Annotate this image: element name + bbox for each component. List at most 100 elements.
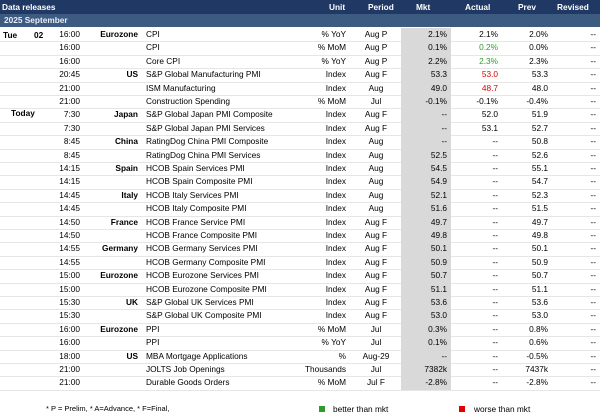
- table-row: 14:50 France HCOB France Service PMI Index A…: [0, 215, 600, 230]
- table-row: 21:00 Construction Spending % MoM Jul -0.1% -…: [0, 95, 600, 110]
- cell-unit: % YoY: [321, 29, 346, 39]
- cell-prev: 52.3: [531, 189, 548, 200]
- cell-mkt: 54.9: [430, 176, 447, 187]
- cell-event: HCOB Eurozone Services PMI: [146, 270, 259, 281]
- cell-mkt: 53.6: [430, 297, 447, 307]
- cell-period: Aug: [368, 189, 384, 200]
- legend: * P = Prelim, * A=Advance, * F=Final, be…: [0, 402, 600, 416]
- cell-event: S&P Global Japan PMI Services: [146, 122, 265, 133]
- cell-period: Aug F: [364, 69, 388, 80]
- cell-actual: 2.1%: [479, 29, 498, 39]
- cell-actual: 0.2%: [479, 42, 498, 53]
- cell-period: Aug F: [364, 256, 388, 267]
- cell-mkt: -2.8%: [425, 377, 447, 388]
- cell-event: S&P Global UK Services PMI: [146, 297, 254, 307]
- cell-revised: --: [590, 82, 596, 93]
- cell-region: UK: [126, 297, 138, 307]
- cell-revised: --: [590, 230, 596, 240]
- month-label: 2025 September: [4, 15, 68, 25]
- cell-time: 16:00: [59, 323, 80, 334]
- cell-revised: --: [590, 216, 596, 227]
- cell-actual: --: [492, 297, 498, 307]
- cell-unit: % MoM: [317, 96, 346, 106]
- table-row: 16:00 Eurozone CPI % YoY Aug P 2.1% 2.1% 2.0% --: [0, 28, 600, 43]
- cell-prev: 54.7: [531, 176, 548, 187]
- cell-mkt: 51.6: [430, 203, 447, 214]
- cell-mkt: 2.2%: [428, 55, 447, 66]
- cell-event: CPI: [146, 29, 160, 39]
- cell-time: 15:30: [59, 297, 80, 307]
- legend-better: better than mkt: [333, 404, 389, 414]
- cell-region: Eurozone: [100, 323, 138, 334]
- mkt-cell-shade: [401, 376, 451, 390]
- cell-actual: 53.1: [481, 122, 498, 133]
- mkt-cell-shade: [401, 242, 451, 256]
- cell-time: 14:15: [59, 163, 80, 173]
- mkt-cell-shade: [401, 282, 451, 296]
- cell-prev: 53.0: [531, 310, 548, 321]
- cell-event: Core CPI: [146, 55, 181, 66]
- cell-actual: 2.3%: [479, 55, 498, 66]
- cell-time: 14:50: [59, 230, 80, 240]
- table-row: 14:45 Italy HCOB Italy Services PMI Index Au…: [0, 188, 600, 204]
- header-prev: Prev: [518, 2, 536, 12]
- cell-mkt: 50.1: [430, 243, 447, 254]
- cell-time: 14:45: [59, 203, 80, 214]
- table-row: 21:00 JOLTS Job Openings Thousands Jul 7382k…: [0, 363, 600, 378]
- cell-mkt: 54.5: [430, 163, 447, 173]
- cell-unit: Index: [325, 69, 346, 80]
- table-row: 16:00 PPI % YoY Jul 0.1% -- 0.6% --: [0, 336, 600, 351]
- cell-actual: --: [492, 203, 498, 214]
- better-swatch-icon: [319, 406, 325, 412]
- cell-prev: 0.8%: [529, 323, 548, 334]
- cell-mkt: --: [441, 136, 447, 147]
- cell-revised: --: [590, 350, 596, 361]
- table-row: 14:55 Germany HCOB Germany Services PMI Ind…: [0, 242, 600, 257]
- cell-time: 14:50: [59, 216, 80, 227]
- cell-actual: --: [492, 283, 498, 294]
- cell-unit: Index: [325, 189, 346, 200]
- cell-unit: Index: [325, 243, 346, 254]
- table-row: 8:45 RatingDog China PMI Services Index Aug…: [0, 148, 600, 163]
- mkt-cell-shade: [401, 95, 451, 109]
- cell-time: 15:00: [59, 283, 80, 294]
- cell-event: CPI: [146, 42, 160, 53]
- cell-unit: Index: [325, 230, 346, 240]
- cell-event: S&P Global Manufacturing PMI: [146, 69, 261, 80]
- cell-time: 21:00: [59, 377, 80, 388]
- cell-period: Jul: [370, 323, 382, 334]
- cell-prev: 2.3%: [529, 55, 548, 66]
- mkt-cell-shade: [401, 68, 451, 82]
- cell-revised: --: [590, 364, 596, 374]
- cell-mkt: 7382k: [424, 364, 447, 374]
- header-unit: Unit: [329, 2, 346, 12]
- cell-event: S&P Global UK Composite PMI: [146, 310, 262, 321]
- cell-unit: Index: [325, 297, 346, 307]
- cell-unit: % YoY: [321, 55, 346, 66]
- cell-period: Aug F: [364, 216, 388, 227]
- cell-revised: --: [590, 189, 596, 200]
- cell-region: Japan: [114, 109, 138, 120]
- cell-event: HCOB Germany Composite PMI: [146, 256, 266, 267]
- mkt-cell-shade: [401, 322, 451, 337]
- cell-time: 14:15: [59, 176, 80, 187]
- cell-unit: Index: [325, 109, 346, 120]
- cell-actual: --: [492, 364, 498, 374]
- cell-prev: 51.5: [531, 203, 548, 214]
- cell-mkt: --: [441, 122, 447, 133]
- cell-prev: 0.6%: [529, 337, 548, 348]
- cell-prev: 0.0%: [529, 42, 548, 53]
- cell-unit: % MoM: [317, 323, 346, 334]
- mkt-cell-shade: [401, 41, 451, 55]
- cell-actual: --: [492, 350, 498, 361]
- cell-time: 14:45: [59, 189, 80, 200]
- cell-time: 15:00: [59, 270, 80, 281]
- cell-revised: --: [590, 136, 596, 147]
- mkt-cell-shade: [401, 363, 451, 377]
- cell-prev: 55.1: [531, 163, 548, 173]
- cell-prev: 50.8: [531, 136, 548, 147]
- cell-actual: --: [492, 163, 498, 173]
- cell-mkt: 0.1%: [428, 337, 447, 348]
- table-row: 21:00 Durable Goods Orders % MoM Jul F -2.8%…: [0, 376, 600, 391]
- table-row: 14:55 HCOB Germany Composite PMI Index Aug …: [0, 255, 600, 271]
